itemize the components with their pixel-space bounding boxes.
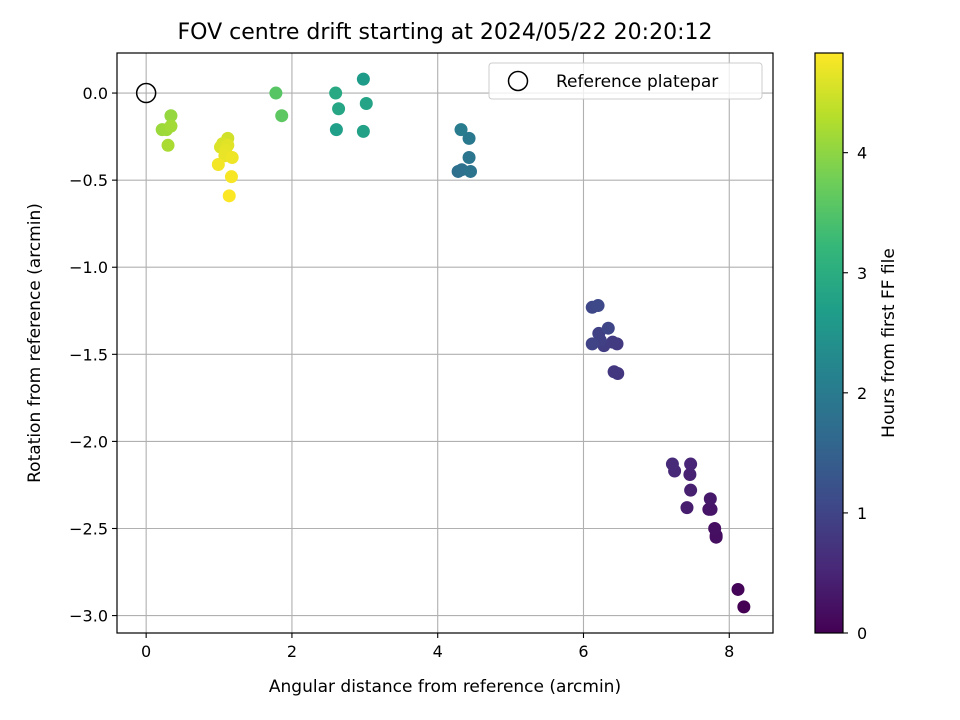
x-tick-label: 8	[724, 642, 734, 661]
colorbar-tick-label: 2	[857, 384, 867, 403]
chart-title: FOV centre drift starting at 2024/05/22 …	[178, 20, 713, 45]
reference-marker-layer	[135, 82, 157, 104]
data-point	[591, 299, 605, 313]
y-tick-label: −2.5	[69, 519, 108, 538]
data-point	[356, 124, 370, 138]
y-tick-label: −1.0	[69, 258, 108, 277]
colorbar-gradient	[814, 52, 844, 634]
y-tick-label: −1.5	[69, 345, 108, 364]
data-point	[703, 492, 717, 506]
data-point	[225, 151, 239, 165]
x-tick-label: 2	[287, 642, 297, 661]
data-point	[585, 337, 599, 351]
data-point	[359, 97, 373, 111]
data-point	[462, 151, 476, 165]
data-point	[464, 164, 478, 178]
grid-lines	[117, 53, 773, 633]
legend-entry-reference: Reference platepar	[556, 72, 718, 92]
data-point	[680, 501, 694, 515]
colorbar-tick-label: 1	[857, 504, 867, 523]
data-point	[329, 86, 343, 100]
data-points	[155, 72, 751, 614]
data-point	[708, 521, 722, 535]
data-point	[737, 600, 751, 614]
data-point	[592, 326, 606, 340]
x-tick-label: 6	[578, 642, 588, 661]
data-point	[164, 119, 178, 133]
data-point	[683, 468, 697, 482]
colorbar-ticks: 0 1 2 3 4	[843, 144, 867, 643]
data-point	[665, 457, 679, 471]
data-point	[731, 582, 745, 596]
x-axis-ticks: 0 2 4 6 8	[141, 633, 734, 661]
data-point	[684, 457, 698, 471]
plot-frame	[116, 52, 774, 634]
colorbar-label: Hours from first FF file	[879, 248, 899, 438]
colorbar-tick-label: 3	[857, 264, 867, 283]
legend-box	[488, 62, 763, 100]
data-point	[454, 123, 468, 137]
data-point	[222, 189, 236, 203]
data-point	[601, 321, 615, 335]
x-axis-label: Angular distance from reference (arcmin)	[269, 677, 621, 697]
y-tick-label: 0.0	[83, 84, 108, 103]
data-point	[329, 123, 343, 137]
x-tick-label: 0	[141, 642, 151, 661]
colorbar-tick-label: 0	[857, 624, 867, 643]
y-tick-label: −2.0	[69, 432, 108, 451]
y-axis-ticks: 0.0 −0.5 −1.0 −1.5 −2.0 −2.5 −3.0	[69, 84, 117, 626]
reference-platepar-marker	[135, 82, 157, 104]
legend: Reference platepar	[488, 62, 763, 100]
colorbar: 0 1 2 3 4 Hours from first FF file	[814, 52, 899, 643]
colorbar-tick-label: 4	[857, 144, 867, 163]
data-point	[224, 170, 238, 184]
y-tick-label: −3.0	[69, 607, 108, 626]
y-tick-label: −0.5	[69, 171, 108, 190]
data-point	[704, 502, 718, 516]
data-point	[462, 131, 476, 145]
data-point	[211, 157, 225, 171]
legend-marker-reference	[507, 70, 529, 92]
data-point	[161, 138, 175, 152]
x-tick-label: 4	[433, 642, 443, 661]
data-point	[164, 109, 178, 123]
data-point	[607, 365, 621, 379]
data-point	[356, 72, 370, 86]
data-point	[684, 483, 698, 497]
data-point	[275, 109, 289, 123]
data-point	[332, 102, 346, 116]
data-point	[269, 86, 283, 100]
y-axis-label: Rotation from reference (arcmin)	[25, 203, 45, 483]
